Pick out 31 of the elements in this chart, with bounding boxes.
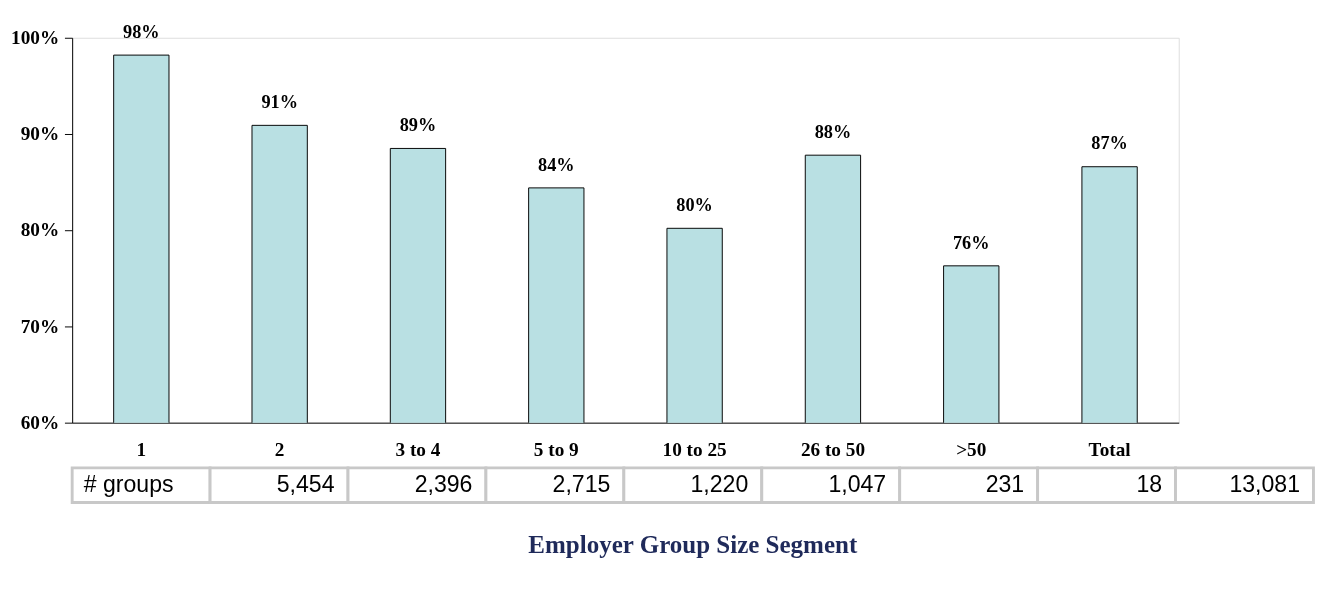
text: 1,047: [828, 470, 887, 497]
text: 2,715: [552, 470, 611, 497]
y-tick-label: 70%: [20, 315, 60, 337]
x-tick-label: 5 to 9: [533, 438, 579, 460]
y-tick-label: 90%: [20, 123, 60, 145]
x-tick-label: 3 to 4: [395, 438, 441, 460]
data-label: 80%: [676, 194, 713, 215]
text: 13,081: [1229, 470, 1300, 497]
text: 2,396: [414, 470, 473, 497]
text: 1,220: [690, 470, 749, 497]
y-tick-label: 80%: [20, 219, 60, 241]
x-tick-label: 1: [136, 438, 147, 460]
x-axis-title: Employer Group Size Segment: [528, 531, 858, 559]
text: # groups: [83, 470, 174, 497]
text: 231: [985, 470, 1025, 497]
y-tick-label: 60%: [20, 411, 60, 433]
data-label: 76%: [952, 232, 990, 253]
data-label: 88%: [814, 121, 852, 142]
data-label: 87%: [1091, 133, 1128, 154]
x-tick-label: Total: [1088, 438, 1132, 460]
data-label: 84%: [538, 154, 575, 175]
x-tick-label: 26 to 50: [800, 438, 865, 460]
text: 5,454: [276, 470, 335, 497]
x-tick-label: >50: [956, 438, 987, 460]
x-tick-label: 2: [274, 438, 285, 460]
text: 18: [1136, 470, 1163, 497]
x-tick-label: 10 to 25: [662, 438, 727, 460]
data-label: 89%: [399, 115, 437, 136]
data-label: 91%: [261, 92, 298, 113]
y-tick-label: 100%: [11, 27, 60, 49]
data-label: 98%: [123, 21, 160, 42]
